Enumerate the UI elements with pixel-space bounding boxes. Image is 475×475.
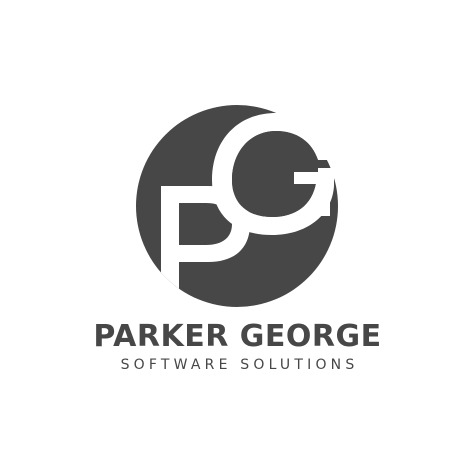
company-name: PARKER GEORGE [93,319,382,354]
letter-g-shape [212,113,340,235]
company-tagline: SOFTWARE SOLUTIONS [120,357,359,373]
